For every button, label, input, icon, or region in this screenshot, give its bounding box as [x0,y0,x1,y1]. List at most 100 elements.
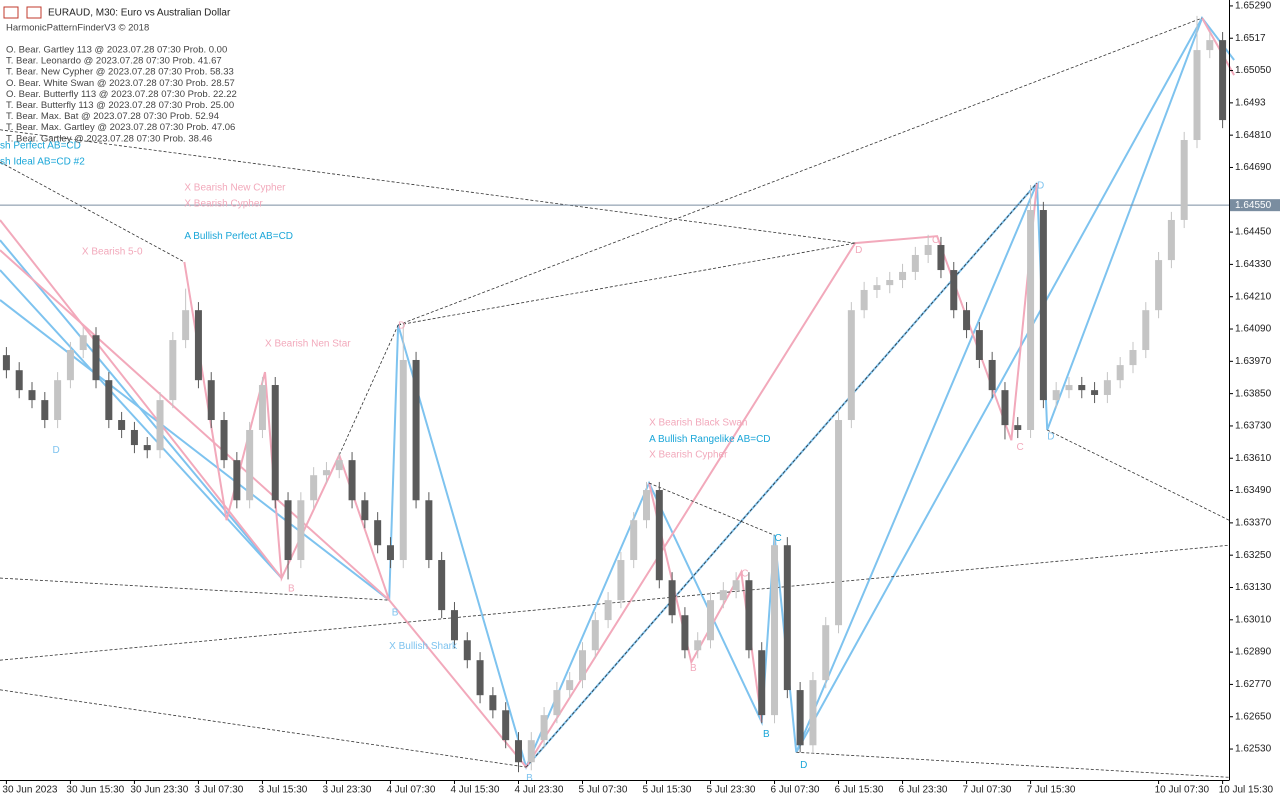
dashed-line [338,324,399,456]
y-tick-label: 1.64450 [1235,227,1272,238]
annotation: B [763,729,770,740]
x-tick-label: 4 Jul 15:30 [450,785,499,796]
x-tick-label: 30 Jun 15:30 [66,785,124,796]
candle-body [707,600,715,641]
x-tick-label: 30 Jun 2023 [2,785,57,796]
x-tick-label: 3 Jul 23:30 [322,785,371,796]
candle-body [1193,50,1201,141]
pattern-line [795,17,1203,753]
x-tick-label: 3 Jul 15:30 [258,785,307,796]
candle-body [963,310,971,331]
annotation: X Bearish Black Swan [649,418,747,429]
dashed-line [648,482,775,536]
pattern-item: T. Bear. Gartley @ 2023.07.28 07:30 Prob… [6,133,212,144]
price-label: 1.64550 [1235,200,1272,211]
candle-body [182,310,190,341]
candle-body [1180,140,1188,220]
candle-body [79,335,87,351]
annotation: D [52,445,59,456]
candle-body [1052,390,1060,401]
candle-body [66,350,74,381]
candle-body [476,660,484,696]
candle-body [617,560,625,601]
y-tick-label: 1.63010 [1235,614,1272,625]
candle-body [194,310,202,381]
candle-body [425,500,433,561]
x-tick-label: 10 Jul 07:30 [1155,785,1210,796]
candle-body [822,625,830,681]
candle-body [28,390,36,401]
y-tick-label: 1.6493 [1235,97,1266,108]
pattern-line [0,249,390,601]
annotation: B [690,663,697,674]
annotation: B [526,773,533,784]
x-tick-label: 5 Jul 07:30 [578,785,627,796]
x-tick-label: 4 Jul 07:30 [386,785,435,796]
annotation: A Bullish Perfect AB=CD [184,231,293,242]
annotation: A Bullish Rangelike AB=CD [649,434,770,445]
y-tick-label: 1.65050 [1235,65,1272,76]
annotation: X Bearish Cypher [184,199,263,210]
dashed-line [0,129,856,244]
candle-body [220,420,228,461]
dashed-line [1047,429,1230,521]
candle-body [643,490,651,521]
x-tick-label: 3 Jul 07:30 [194,785,243,796]
candle-body [860,289,868,311]
candle-body [284,500,292,561]
candle-body [1014,425,1022,430]
candle-body [143,445,151,451]
candle-body [899,271,907,281]
icon[interactable] [3,6,19,19]
candle-body [118,420,126,430]
chart-header: EURAUD, M30: Euro vs Australian Dollar [48,8,231,19]
y-tick-label: 1.62650 [1235,711,1272,722]
y-tick-label: 1.63250 [1235,550,1272,561]
pattern-line [0,219,283,579]
candle-body [399,359,407,561]
candle-body [233,460,241,501]
x-tick-label: 30 Jun 23:30 [130,785,188,796]
candle-body [886,280,894,286]
candle-body [1116,365,1124,381]
dashed-line [0,544,1230,661]
candle-body [502,710,510,741]
candle-body [246,429,254,501]
annotation: D [800,760,807,771]
annotation: C [1016,442,1023,453]
candle-body [988,359,996,391]
candle-body [1065,385,1073,391]
candle-body [835,420,843,626]
annotation: sh Perfect AB=CD [0,141,81,152]
candle-body [937,245,945,271]
candle-body [771,545,779,716]
price-label-box [1230,199,1280,212]
candle-body [1027,210,1035,430]
pattern-item: T. Bear. Max. Bat @ 2023.07.28 07:30 Pro… [6,111,219,122]
candle-body [489,695,497,711]
candle-body [809,680,817,746]
pattern-line [1201,17,1235,76]
candle-body [745,580,753,651]
icon[interactable] [26,6,42,19]
annotation: X Bearish Cypher [649,450,728,461]
candle-body [1039,210,1047,401]
candle-body [566,680,574,691]
x-tick-label: 5 Jul 15:30 [643,785,692,796]
candle-body [130,429,138,446]
annotation: X Bearish New Cypher [184,183,286,194]
candle-body [527,740,535,763]
y-tick-label: 1.62530 [1235,744,1272,755]
candle-body [694,640,702,651]
dashed-line [796,751,1230,778]
y-tick-label: 1.6517 [1235,33,1266,44]
candle-body [604,600,612,621]
candle-body [412,359,420,501]
annotation: C [741,569,748,580]
y-tick-label: 1.62770 [1235,679,1272,690]
pattern-item: T. Bear. Butterfly 113 @ 2023.07.28 07:3… [6,100,234,111]
annotation: X Bearish 5-0 [82,247,143,258]
indicator-name: HarmonicPatternFinderV3 © 2018 [6,23,149,34]
candle-body [15,370,23,391]
